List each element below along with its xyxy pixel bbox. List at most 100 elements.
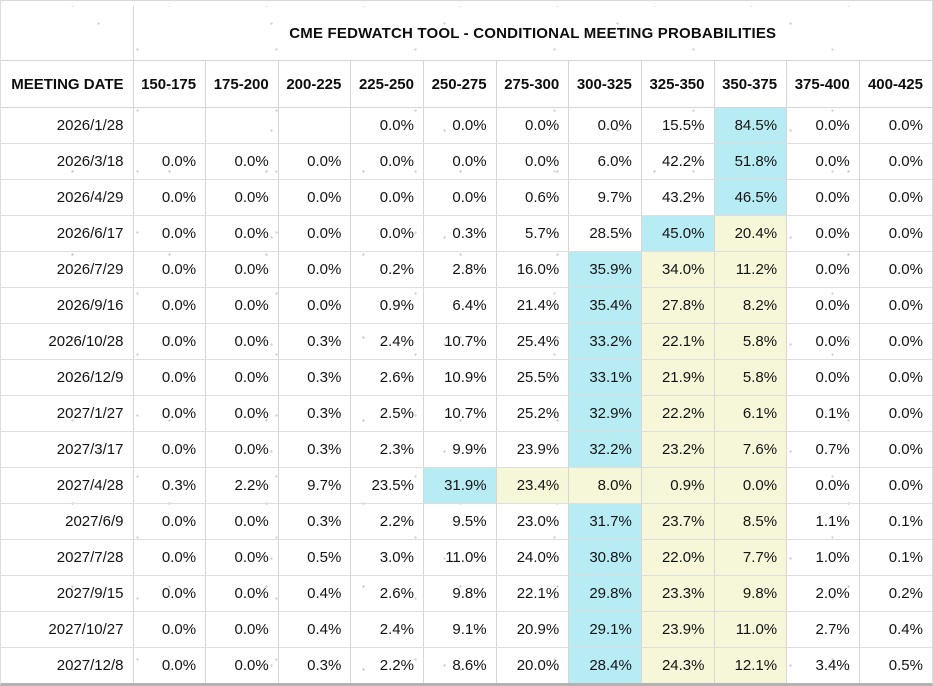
probability-cell: 0.2% (858, 575, 932, 613)
probability-cell: 0.0% (205, 215, 279, 253)
column-header-row: MEETING DATE 150-175 175-200 200-225 225-250… (1, 60, 932, 108)
meeting-date-cell: 2027/4/28 (1, 467, 133, 505)
probability-cell: 5.7% (495, 215, 569, 253)
probability-cell: 0.0% (350, 179, 424, 217)
probability-cell: 0.0% (858, 179, 932, 217)
meeting-date-cell: 2026/4/29 (1, 179, 133, 217)
probability-cell: 8.6% (423, 647, 497, 683)
meeting-date-cell: 2027/7/28 (1, 539, 133, 577)
probability-cell: 0.1% (858, 503, 932, 541)
probability-cell: 2.3% (350, 431, 424, 469)
probability-cell: 0.0% (713, 467, 787, 505)
probability-cell: 0.0% (132, 503, 206, 541)
probability-cell: 9.8% (713, 575, 787, 613)
probability-cell: 0.0% (132, 539, 206, 577)
probability-cell: 23.9% (640, 611, 714, 649)
table-title: CME FEDWATCH TOOL - CONDITIONAL MEETING … (132, 6, 932, 61)
probability-cell: 11.0% (423, 539, 497, 577)
probability-cell: 22.0% (640, 539, 714, 577)
probability-cell: 23.3% (640, 575, 714, 613)
probability-cell: 0.0% (132, 251, 206, 289)
probability-cell: 0.0% (205, 503, 279, 541)
probability-cell: 0.0% (423, 143, 497, 181)
probability-cell: 0.0% (786, 467, 860, 505)
title-row: CME FEDWATCH TOOL - CONDITIONAL MEETING … (1, 6, 932, 61)
table-row: 2027/12/8 0.0% 0.0% 0.3% 2.2% 8.6% 20.0% 28.4% 2… (1, 647, 932, 683)
probability-cell: 12.1% (713, 647, 787, 683)
probability-cell: 5.8% (713, 323, 787, 361)
meeting-date-cell: 2026/9/16 (1, 287, 133, 325)
probability-cell: 0.3% (277, 431, 351, 469)
probability-cell: 15.5% (640, 107, 714, 145)
rate-range-header: 350-375 (713, 60, 787, 108)
probability-cell: 0.0% (132, 395, 206, 433)
probability-cell: 23.4% (495, 467, 569, 505)
probability-cell: 8.5% (713, 503, 787, 541)
probability-cell: 22.1% (640, 323, 714, 361)
probability-cell: 21.9% (640, 359, 714, 397)
meeting-date-cell: 2027/9/15 (1, 575, 133, 613)
probability-cell: 0.0% (350, 215, 424, 253)
meeting-date-cell: 2026/10/28 (1, 323, 133, 361)
rate-range-header: 300-325 (568, 60, 642, 108)
meeting-date-header: MEETING DATE (1, 60, 133, 108)
rate-range-header: 225-250 (350, 60, 424, 108)
probability-cell: 0.0% (205, 251, 279, 289)
probability-cell: 32.9% (568, 395, 642, 433)
probability-cell: 35.9% (568, 251, 642, 289)
rate-range-header: 200-225 (277, 60, 351, 108)
probability-cell: 35.4% (568, 287, 642, 325)
probability-cell: 0.0% (205, 575, 279, 613)
probability-cell: 43.2% (640, 179, 714, 217)
table-row: 2026/6/17 0.0% 0.0% 0.0% 0.0% 0.3% 5.7% 28.5% 45… (1, 215, 932, 253)
probability-cell: 0.0% (132, 323, 206, 361)
probability-cell: 7.6% (713, 431, 787, 469)
probability-cell: 33.2% (568, 323, 642, 361)
probability-cell: 0.0% (786, 323, 860, 361)
probability-cell: 0.0% (205, 359, 279, 397)
probability-cell: 0.0% (858, 431, 932, 469)
table-row: 2026/7/29 0.0% 0.0% 0.0% 0.2% 2.8% 16.0% 35.9% 3… (1, 251, 932, 289)
probability-cell: 0.0% (205, 143, 279, 181)
probability-cell: 9.7% (277, 467, 351, 505)
probability-cell: 20.0% (495, 647, 569, 683)
probability-cell: 10.9% (423, 359, 497, 397)
probability-cell: 42.2% (640, 143, 714, 181)
probability-cell: 0.0% (786, 287, 860, 325)
meeting-date-cell: 2027/10/27 (1, 611, 133, 649)
probability-cell: 0.4% (858, 611, 932, 649)
rate-range-header: 175-200 (205, 60, 279, 108)
probability-cell: 0.0% (132, 287, 206, 325)
table-row: 2026/10/28 0.0% 0.0% 0.3% 2.4% 10.7% 25.4% 33.2… (1, 323, 932, 361)
probability-cell: 0.0% (205, 647, 279, 683)
probability-cell: 0.7% (786, 431, 860, 469)
probability-cell: 2.2% (350, 503, 424, 541)
probability-cell: 0.0% (205, 395, 279, 433)
probability-cell: 6.1% (713, 395, 787, 433)
probability-cell: 0.9% (350, 287, 424, 325)
probability-cell: 0.0% (132, 143, 206, 181)
meeting-date-cell: 2026/6/17 (1, 215, 133, 253)
probability-cell: 16.0% (495, 251, 569, 289)
probability-cell: 32.2% (568, 431, 642, 469)
probability-cell: 2.4% (350, 611, 424, 649)
meeting-date-cell: 2027/1/27 (1, 395, 133, 433)
probability-cell: 11.2% (713, 251, 787, 289)
probability-cell: 10.7% (423, 323, 497, 361)
probability-cell: 84.5% (713, 107, 787, 145)
probability-cell: 2.2% (205, 467, 279, 505)
probability-cell: 0.3% (277, 647, 351, 683)
probability-cell: 6.0% (568, 143, 642, 181)
probability-cell: 29.8% (568, 575, 642, 613)
probability-cell: 0.0% (786, 179, 860, 217)
meeting-date-cell: 2027/12/8 (56, 657, 124, 675)
probability-cell: 0.0% (858, 107, 932, 145)
probability-cell: 28.5% (568, 215, 642, 253)
probability-cell: 0.0% (858, 395, 932, 433)
probability-cell: 10.7% (423, 395, 497, 433)
probability-cell: 0.0% (786, 143, 860, 181)
probability-cell: 34.0% (640, 251, 714, 289)
probability-cell: 0.0% (786, 359, 860, 397)
probability-cell: 0.0% (858, 215, 932, 253)
probability-cell: 1.0% (786, 539, 860, 577)
